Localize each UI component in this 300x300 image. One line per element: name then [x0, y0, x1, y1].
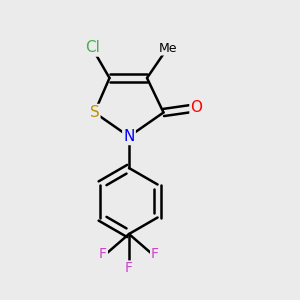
- Text: O: O: [190, 100, 202, 116]
- Text: N: N: [123, 129, 135, 144]
- Text: Me: Me: [159, 41, 177, 55]
- Text: F: F: [125, 262, 133, 275]
- Text: F: F: [99, 247, 107, 260]
- Text: Cl: Cl: [85, 40, 100, 56]
- Text: F: F: [151, 247, 159, 260]
- Text: S: S: [90, 105, 99, 120]
